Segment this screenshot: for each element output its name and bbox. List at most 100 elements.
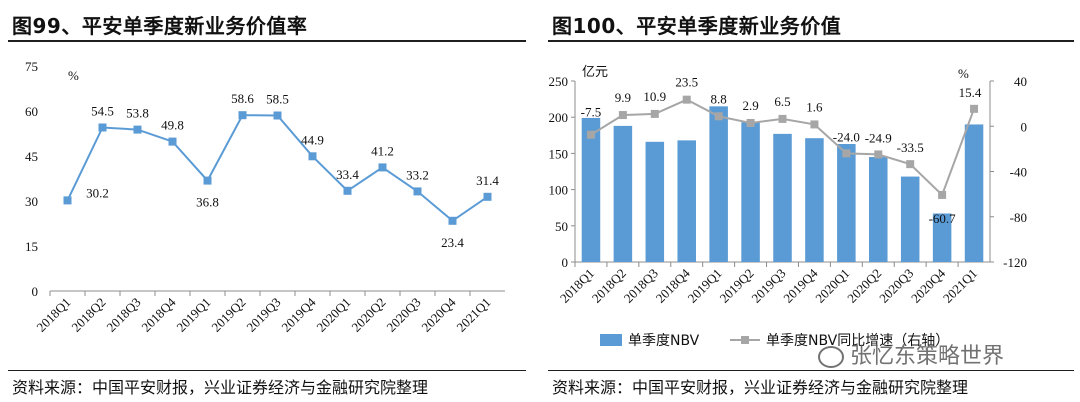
- y-tick-label: 45: [25, 149, 38, 164]
- bar: [581, 117, 601, 262]
- growth-data-label: -60.7: [929, 211, 957, 226]
- legend-line-marker: [741, 336, 749, 344]
- x-tick-label: 2020Q3: [383, 295, 423, 335]
- bar: [677, 140, 696, 262]
- x-tick-label: 2019Q4: [278, 294, 319, 335]
- data-label: 23.4: [441, 235, 464, 250]
- y-tick-label: 60: [25, 104, 38, 119]
- growth-point: [874, 150, 883, 159]
- bar: [613, 125, 633, 262]
- x-tick-label: 2021Q1: [940, 266, 980, 306]
- data-point: [238, 111, 247, 120]
- x-tick-label: 2020Q1: [812, 266, 852, 306]
- left-source-rule: [8, 370, 526, 371]
- data-label: 33.2: [406, 167, 429, 182]
- legend-line-label: 单季度NBV同比增速（右轴）: [766, 333, 949, 349]
- growth-point: [746, 118, 755, 127]
- x-tick-label: 2018Q3: [103, 295, 143, 335]
- y-right-tick-label: -40: [1010, 165, 1027, 180]
- y-left-tick-label: 0: [562, 255, 569, 270]
- x-tick-label: 2019Q4: [780, 265, 821, 306]
- y-right-tick-label: 0: [1021, 119, 1028, 134]
- y-unit-label: %: [68, 68, 79, 83]
- growth-point: [842, 149, 851, 158]
- y-tick-label: 75: [25, 59, 38, 74]
- data-label: 54.5: [91, 104, 114, 119]
- y-tick-label: 30: [25, 194, 38, 209]
- data-point: [343, 186, 352, 195]
- growth-data-label: 1.6: [806, 99, 823, 114]
- bar: [932, 213, 952, 262]
- data-point: [483, 192, 492, 201]
- y-tick-label: 0: [32, 284, 39, 299]
- data-label: 36.8: [196, 195, 219, 210]
- data-label: 33.4: [336, 167, 359, 182]
- growth-data-label: 23.5: [675, 75, 698, 90]
- x-tick-label: 2018Q4: [138, 294, 179, 335]
- growth-data-label: 2.9: [742, 98, 758, 113]
- data-label: 44.9: [301, 132, 324, 147]
- x-tick-label: 2019Q2: [716, 266, 756, 306]
- growth-point: [810, 120, 819, 129]
- growth-point: [586, 130, 595, 139]
- x-tick-label: 2020Q2: [348, 295, 388, 335]
- bar: [709, 106, 728, 262]
- y-left-tick-label: 200: [549, 110, 569, 125]
- growth-data-label: 6.5: [774, 94, 790, 109]
- data-point: [133, 125, 142, 134]
- x-tick-label: 2018Q1: [557, 266, 597, 306]
- data-point: [168, 137, 177, 146]
- left-panel: 图99、平安单季度新业务价值率 0 15 30 45 60 75% 2018Q1 2018Q2…: [0, 0, 532, 402]
- legend-bar-label: 单季度NBV: [628, 333, 700, 349]
- right-panel: 图100、平安单季度新业务价值 0 50 100 150 200 250 40 0 -40 -80…: [540, 0, 1080, 402]
- x-tick-label: 2018Q2: [589, 266, 629, 306]
- data-label: 58.6: [231, 91, 254, 106]
- data-label: 58.5: [266, 92, 289, 107]
- growth-data-label: 10.9: [643, 89, 666, 104]
- bar: [805, 138, 824, 262]
- growth-point: [906, 160, 915, 169]
- wechat-icon: [818, 346, 844, 368]
- x-tick-label: 2020Q2: [844, 266, 884, 306]
- growth-data-label: -24.0: [833, 129, 860, 144]
- growth-data-label: -24.9: [865, 130, 892, 145]
- data-point: [308, 152, 317, 161]
- y-left-tick-label: 150: [549, 146, 569, 161]
- right-chart-title: 图100、平安单季度新业务价值: [552, 14, 842, 38]
- data-label: 49.8: [161, 118, 184, 133]
- bar: [741, 122, 760, 262]
- growth-data-label: -33.5: [897, 140, 924, 155]
- legend-bar-swatch: [600, 334, 622, 346]
- watermark: 张忆东策略世界: [818, 338, 1004, 370]
- data-label: 41.2: [371, 143, 394, 158]
- left-title-rule: [8, 40, 526, 42]
- bar: [964, 124, 984, 262]
- growth-point: [778, 114, 787, 123]
- data-label: 53.8: [126, 106, 149, 121]
- y-right-tick-label: 40: [1014, 74, 1027, 89]
- x-tick-label: 2018Q4: [653, 265, 694, 306]
- bar: [773, 133, 792, 262]
- x-tick-label: 2019Q3: [748, 266, 788, 306]
- watermark-text: 张忆东策略世界: [850, 344, 1005, 369]
- y-left-tick-label: 50: [555, 219, 568, 234]
- left-source-note: 资料来源：中国平安财报，兴业证券经济与金融研究院整理: [12, 378, 429, 397]
- data-point: [273, 111, 282, 120]
- growth-point: [618, 111, 627, 120]
- growth-data-label: -7.5: [581, 105, 602, 120]
- x-tick-label: 2020Q4: [418, 294, 459, 335]
- data-point: [98, 123, 107, 132]
- y-left-unit-label: 亿元: [582, 64, 608, 79]
- growth-point: [938, 190, 947, 199]
- data-label: 31.4: [476, 173, 499, 188]
- right-source-note: 资料来源：中国平安财报，兴业证券经济与金融研究院整理: [552, 378, 969, 397]
- growth-data-label: 8.8: [711, 91, 727, 106]
- right-title-rule: [548, 40, 1074, 42]
- growth-point: [714, 112, 723, 121]
- bar: [900, 176, 920, 262]
- x-tick-label: 2020Q3: [876, 266, 916, 306]
- right-source-rule: [548, 370, 1074, 371]
- x-tick-label: 2018Q1: [33, 295, 73, 335]
- x-tick-label: 2020Q4: [908, 265, 949, 306]
